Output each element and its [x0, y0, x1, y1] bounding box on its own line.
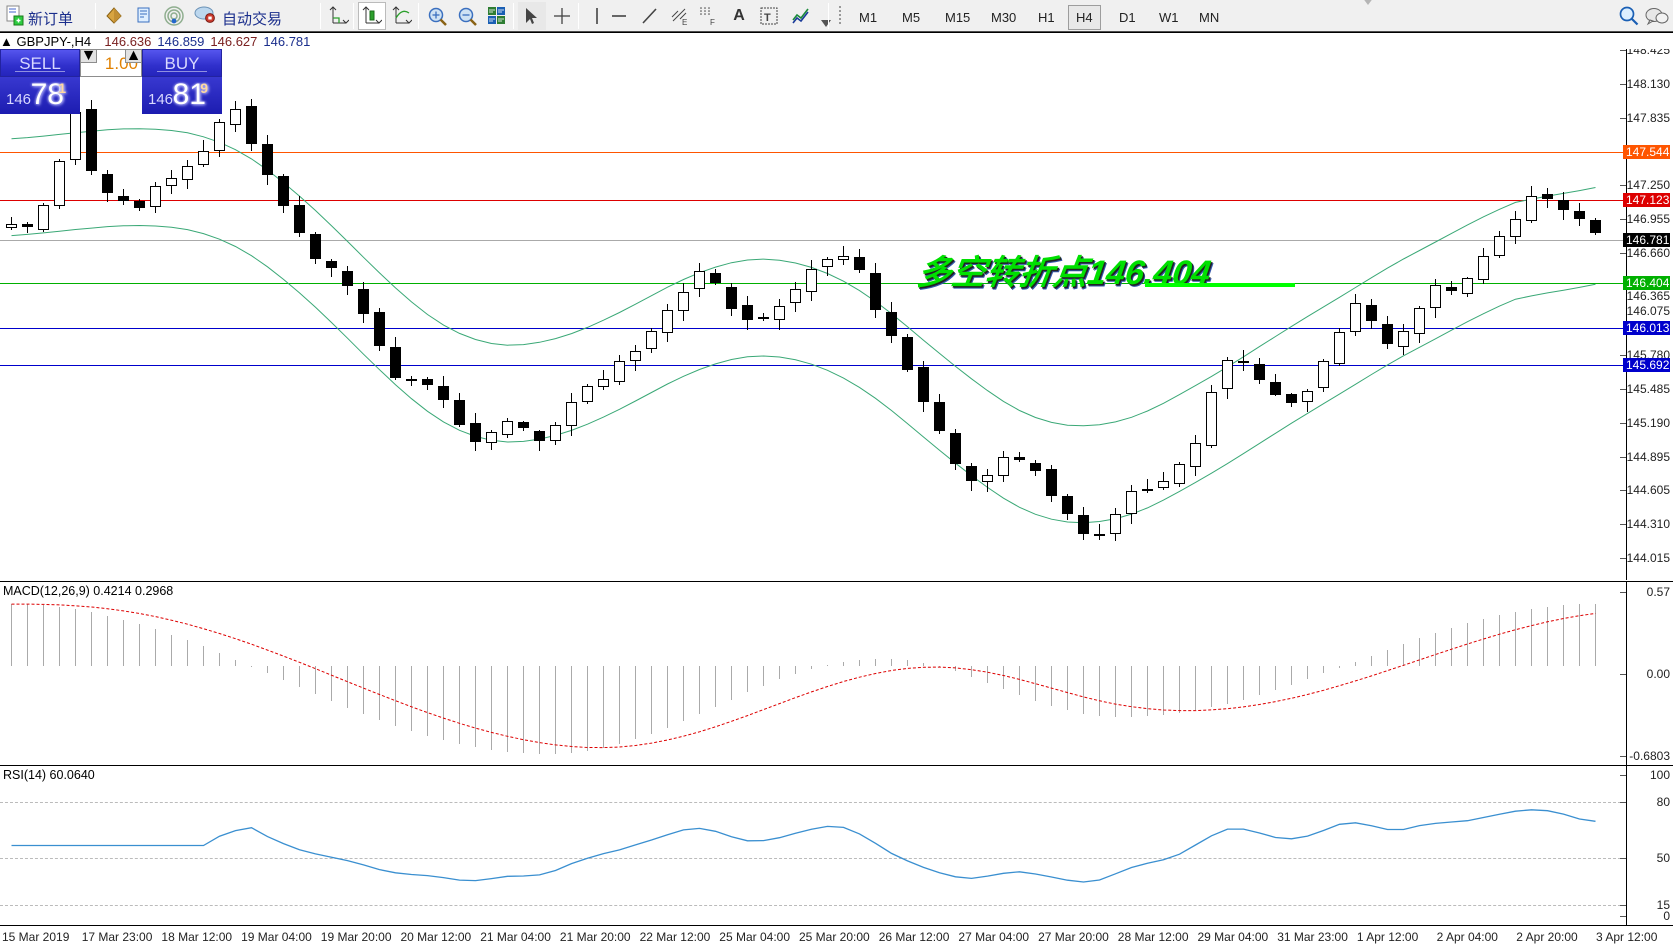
svg-text:E: E	[682, 18, 687, 26]
svg-text:T: T	[764, 12, 771, 24]
svg-text:F: F	[710, 18, 715, 26]
